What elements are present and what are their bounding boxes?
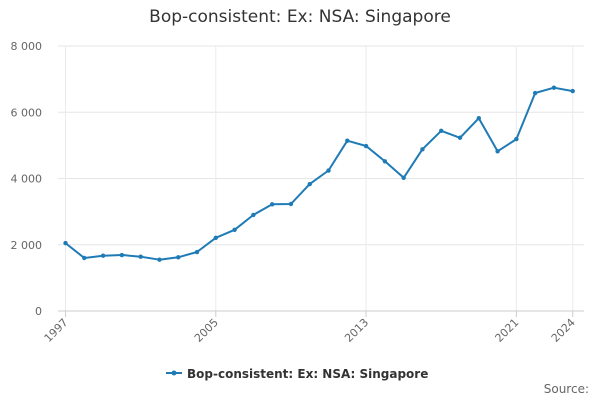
data-point[interactable] — [382, 159, 388, 164]
data-point[interactable] — [439, 128, 444, 133]
x-tick-label: 1997 — [42, 316, 71, 345]
x-tick-label: 2005 — [192, 316, 221, 345]
y-tick-label: 2 000 — [11, 239, 43, 252]
data-point[interactable] — [326, 168, 331, 173]
data-point[interactable] — [176, 255, 181, 260]
legend[interactable]: Bop-consistent: Ex: NSA: Singapore — [166, 367, 428, 381]
data-point[interactable] — [401, 175, 406, 181]
x-tick-label: 2013 — [342, 316, 371, 345]
data-point[interactable] — [532, 90, 538, 96]
data-point[interactable] — [119, 252, 125, 258]
data-point[interactable] — [363, 143, 369, 149]
data-point[interactable] — [514, 136, 519, 142]
y-tick-label: 4 000 — [11, 173, 43, 186]
data-point[interactable] — [495, 149, 500, 154]
data-point[interactable] — [345, 138, 350, 143]
series-layer — [63, 85, 575, 262]
data-point[interactable] — [213, 235, 218, 240]
chart-title: Bop-consistent: Ex: NSA: Singapore — [149, 7, 451, 27]
x-tick-label: 2021 — [493, 316, 522, 345]
y-tick-label: 8 000 — [11, 40, 43, 53]
data-point[interactable] — [63, 240, 68, 246]
axes: 0 2 000 4 000 6 000 8 000 1997 2005 2013 2021 202… — [11, 40, 584, 345]
data-point[interactable] — [570, 88, 575, 94]
data-point[interactable] — [551, 85, 557, 90]
data-point[interactable] — [251, 212, 256, 218]
x-tick-label: 2024 — [549, 316, 578, 345]
y-tick-label: 6 000 — [11, 106, 43, 119]
data-point[interactable] — [82, 255, 87, 261]
data-point[interactable] — [157, 257, 162, 262]
gridlines — [58, 45, 584, 311]
y-tick-label: 0 — [35, 305, 42, 318]
data-point[interactable] — [194, 249, 200, 255]
series-line — [64, 86, 574, 261]
legend-item-label[interactable]: Bop-consistent: Ex: NSA: Singapore — [187, 367, 428, 381]
data-point[interactable] — [457, 135, 463, 140]
source-label: Source: — [543, 382, 589, 396]
data-point[interactable] — [232, 227, 237, 233]
data-point[interactable] — [269, 202, 275, 207]
data-point[interactable] — [138, 254, 143, 259]
data-point[interactable] — [420, 147, 425, 152]
data-point[interactable] — [307, 181, 312, 187]
legend-marker-symbol — [171, 370, 177, 376]
data-point[interactable] — [288, 201, 294, 207]
data-point[interactable] — [100, 253, 106, 258]
data-point[interactable] — [476, 116, 481, 121]
